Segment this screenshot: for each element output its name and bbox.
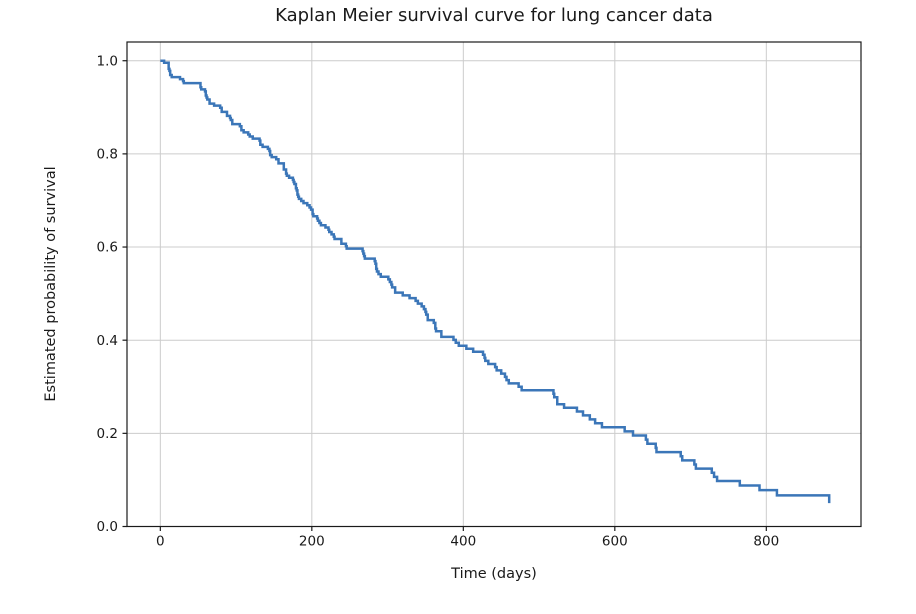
- x-tick-label: 600: [602, 534, 628, 550]
- chart-title: Kaplan Meier survival curve for lung can…: [275, 5, 713, 26]
- y-axis-label: Estimated probability of survival: [43, 166, 59, 402]
- x-tick-label: 400: [450, 534, 476, 550]
- x-tick-label: 800: [753, 534, 779, 550]
- x-tick-label: 200: [299, 534, 325, 550]
- y-tick-label: 0.8: [97, 147, 118, 163]
- axes-spines: [126, 41, 862, 528]
- km-survival-curve: [160, 59, 831, 504]
- y-tick-label: 0.0: [97, 519, 118, 535]
- x-tick-label: 0: [156, 534, 165, 550]
- y-tick-label: 0.2: [97, 426, 118, 442]
- y-tick-label: 0.4: [97, 333, 118, 349]
- y-tick-label: 0.6: [97, 240, 118, 256]
- x-axis-label: Time (days): [451, 566, 537, 582]
- y-tick-label: 1.0: [97, 53, 118, 69]
